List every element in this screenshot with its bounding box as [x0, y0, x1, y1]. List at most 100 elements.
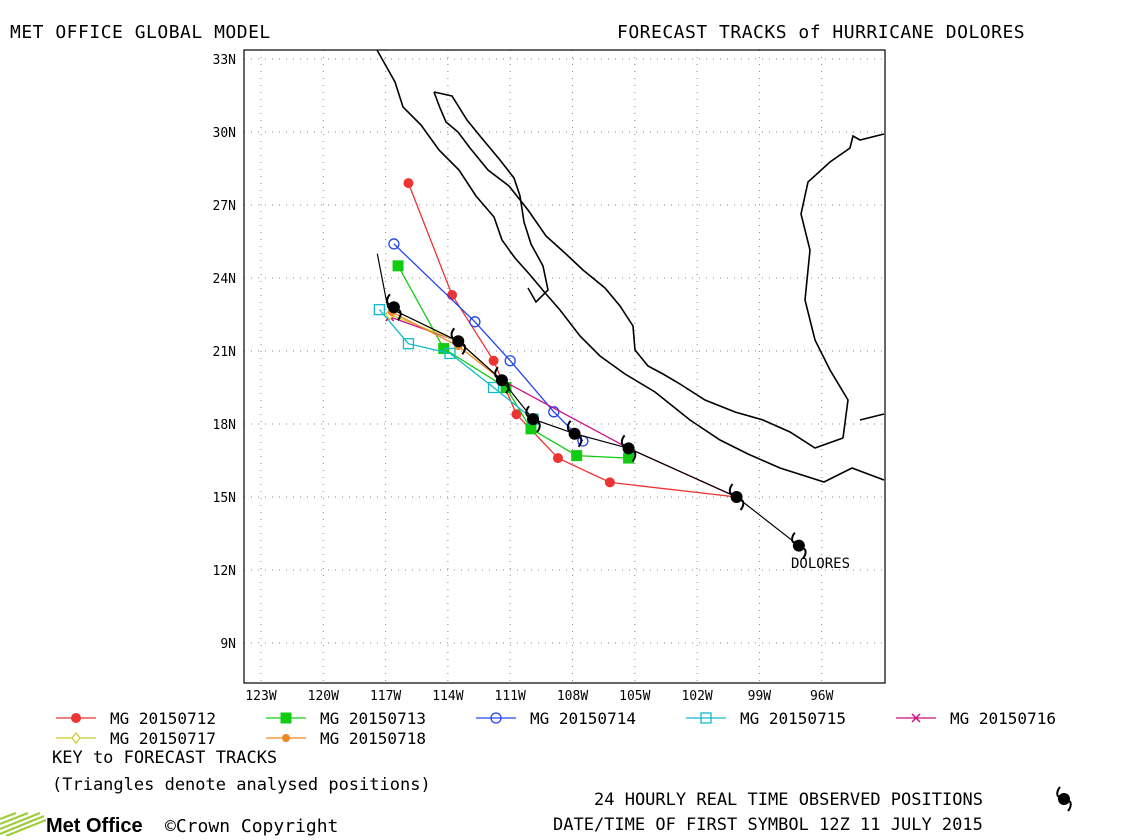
track-marker: [623, 452, 635, 464]
lon-tick-label: 102W: [681, 689, 712, 704]
hurricane-symbol-arm: [397, 309, 402, 321]
hurricane-symbol-arm: [505, 382, 510, 394]
track-marker: [548, 406, 560, 418]
lon-tick-label: 120W: [308, 689, 339, 704]
hurricane-symbol-core: [730, 491, 743, 503]
legend-label: MG 20150717: [110, 729, 216, 748]
forecast-track: [392, 260, 635, 464]
track-line: [393, 243, 584, 442]
track-marker: [500, 382, 512, 393]
datetime-note: DATE/TIME OF FIRST SYMBOL 12Z 11 JULY 20…: [553, 815, 983, 835]
hurricane-symbol: [525, 405, 541, 433]
legend-marker: [71, 731, 81, 745]
track-marker: [511, 409, 522, 420]
forecast-track: [403, 178, 742, 502]
legend-item: MG 20150713: [266, 709, 426, 728]
legend-label: MG 20150715: [740, 709, 846, 728]
coastline-yucatan-hint: [859, 413, 885, 421]
hurricane-symbol-arm: [450, 327, 456, 340]
track-marker: [469, 316, 481, 328]
track-marker: [373, 303, 386, 316]
track-marker: [403, 178, 414, 189]
key-title: KEY to FORECAST TRACKS: [52, 748, 278, 768]
legend-item: MG 20150712: [56, 709, 216, 728]
lat-tick-label: 30N: [213, 126, 236, 141]
hurricane-symbol: [386, 293, 402, 321]
logo-text: Met Office: [46, 815, 143, 837]
lon-tick-label: 111W: [495, 689, 526, 704]
hurricane-symbol-arm: [494, 366, 499, 379]
hurricane-symbol-core: [452, 335, 465, 348]
lat-tick-label: 33N: [213, 53, 236, 68]
lon-tick-label: 114W: [432, 689, 463, 704]
hurricane-symbol-core: [792, 539, 805, 552]
legend: MG 20150712 MG 20150713 MG 20150714 MG 2015…: [56, 709, 1056, 748]
legend-marker: [490, 712, 502, 724]
forecast-track: [388, 238, 589, 447]
track-marker: [604, 477, 615, 488]
track-line: [378, 309, 534, 420]
copyright: ©Crown Copyright: [165, 816, 338, 837]
legend-label: MG 20150714: [530, 709, 636, 728]
map-grid: [244, 50, 885, 683]
coastline-gulf: [433, 91, 844, 449]
coastline-pacific-mexico: [545, 293, 885, 483]
track-marker: [438, 343, 450, 355]
lat-tick-label: 21N: [213, 345, 236, 360]
copyright-icon: ©: [165, 816, 176, 837]
forecast-tracks: [373, 178, 742, 502]
hurricane-symbol-arm: [791, 532, 796, 544]
hurricane-symbol-core: [527, 413, 540, 426]
hurricane-symbol: [566, 420, 583, 448]
track-marker: [444, 347, 456, 360]
track-marker: [402, 338, 415, 350]
legend-marker: [282, 734, 290, 742]
track-marker: [504, 355, 516, 367]
hurricane-symbol-core: [622, 442, 635, 455]
lat-tick-label: 12N: [213, 564, 236, 579]
hurricane-symbol: [620, 434, 637, 462]
observed-track: [376, 253, 807, 560]
met-office-logo-icon: [0, 811, 47, 838]
coastline-baja-east: [433, 91, 549, 304]
key-note: (Triangles denote analysed positions): [52, 775, 431, 795]
hurricane-symbol-arm: [566, 420, 572, 432]
legend-label: MG 20150716: [950, 709, 1056, 728]
track-marker: [571, 450, 583, 462]
track-marker: [487, 381, 500, 394]
legend-marker: [700, 712, 712, 724]
track-marker: [447, 290, 458, 301]
axis-labels: 123W 120W 117W 114W 111W 108W 105W 102W 99W 96W 33…: [213, 53, 834, 704]
hurricane-symbol-icon: [1056, 786, 1072, 812]
lat-tick-label: 27N: [213, 199, 236, 214]
track-marker: [488, 355, 499, 366]
hurricane-symbol-arm: [577, 435, 583, 448]
hurricane-symbol: [728, 483, 745, 511]
lat-tick-label: 18N: [213, 418, 236, 433]
lat-tick-label: 15N: [213, 491, 236, 506]
hurricane-symbol-arm: [802, 547, 807, 560]
hurricane-symbol-core: [568, 427, 581, 440]
legend-item: MG 20150714: [476, 709, 636, 728]
legend-marker: [71, 713, 81, 723]
coastline-baja-west: [376, 49, 547, 295]
lon-tick-label: 96W: [810, 689, 834, 704]
hurricane-symbol-arm: [728, 483, 734, 495]
map-frame: [243, 49, 886, 684]
storm-label: DOLORES: [791, 556, 850, 572]
hurricane-symbol: [791, 532, 807, 560]
met-office-logo: Met Office: [0, 811, 143, 838]
hurricane-symbol-arm: [620, 434, 626, 447]
lat-tick-label: 24N: [213, 272, 236, 287]
header-left-title: MET OFFICE GLOBAL MODEL: [10, 22, 271, 43]
legend-item: MG 20150718: [266, 729, 426, 748]
hurricane-symbol: [450, 327, 467, 355]
hurricane-symbol-arm: [386, 293, 391, 306]
legend-label: MG 20150712: [110, 709, 216, 728]
hurricane-symbol-arm: [536, 421, 541, 433]
coastline-gulf-east: [800, 133, 885, 439]
observed-positions-note: 24 HOURLY REAL TIME OBSERVED POSITIONS: [594, 790, 983, 810]
hurricane-symbol-core: [495, 374, 508, 387]
legend-item: MG 20150717: [56, 729, 216, 748]
